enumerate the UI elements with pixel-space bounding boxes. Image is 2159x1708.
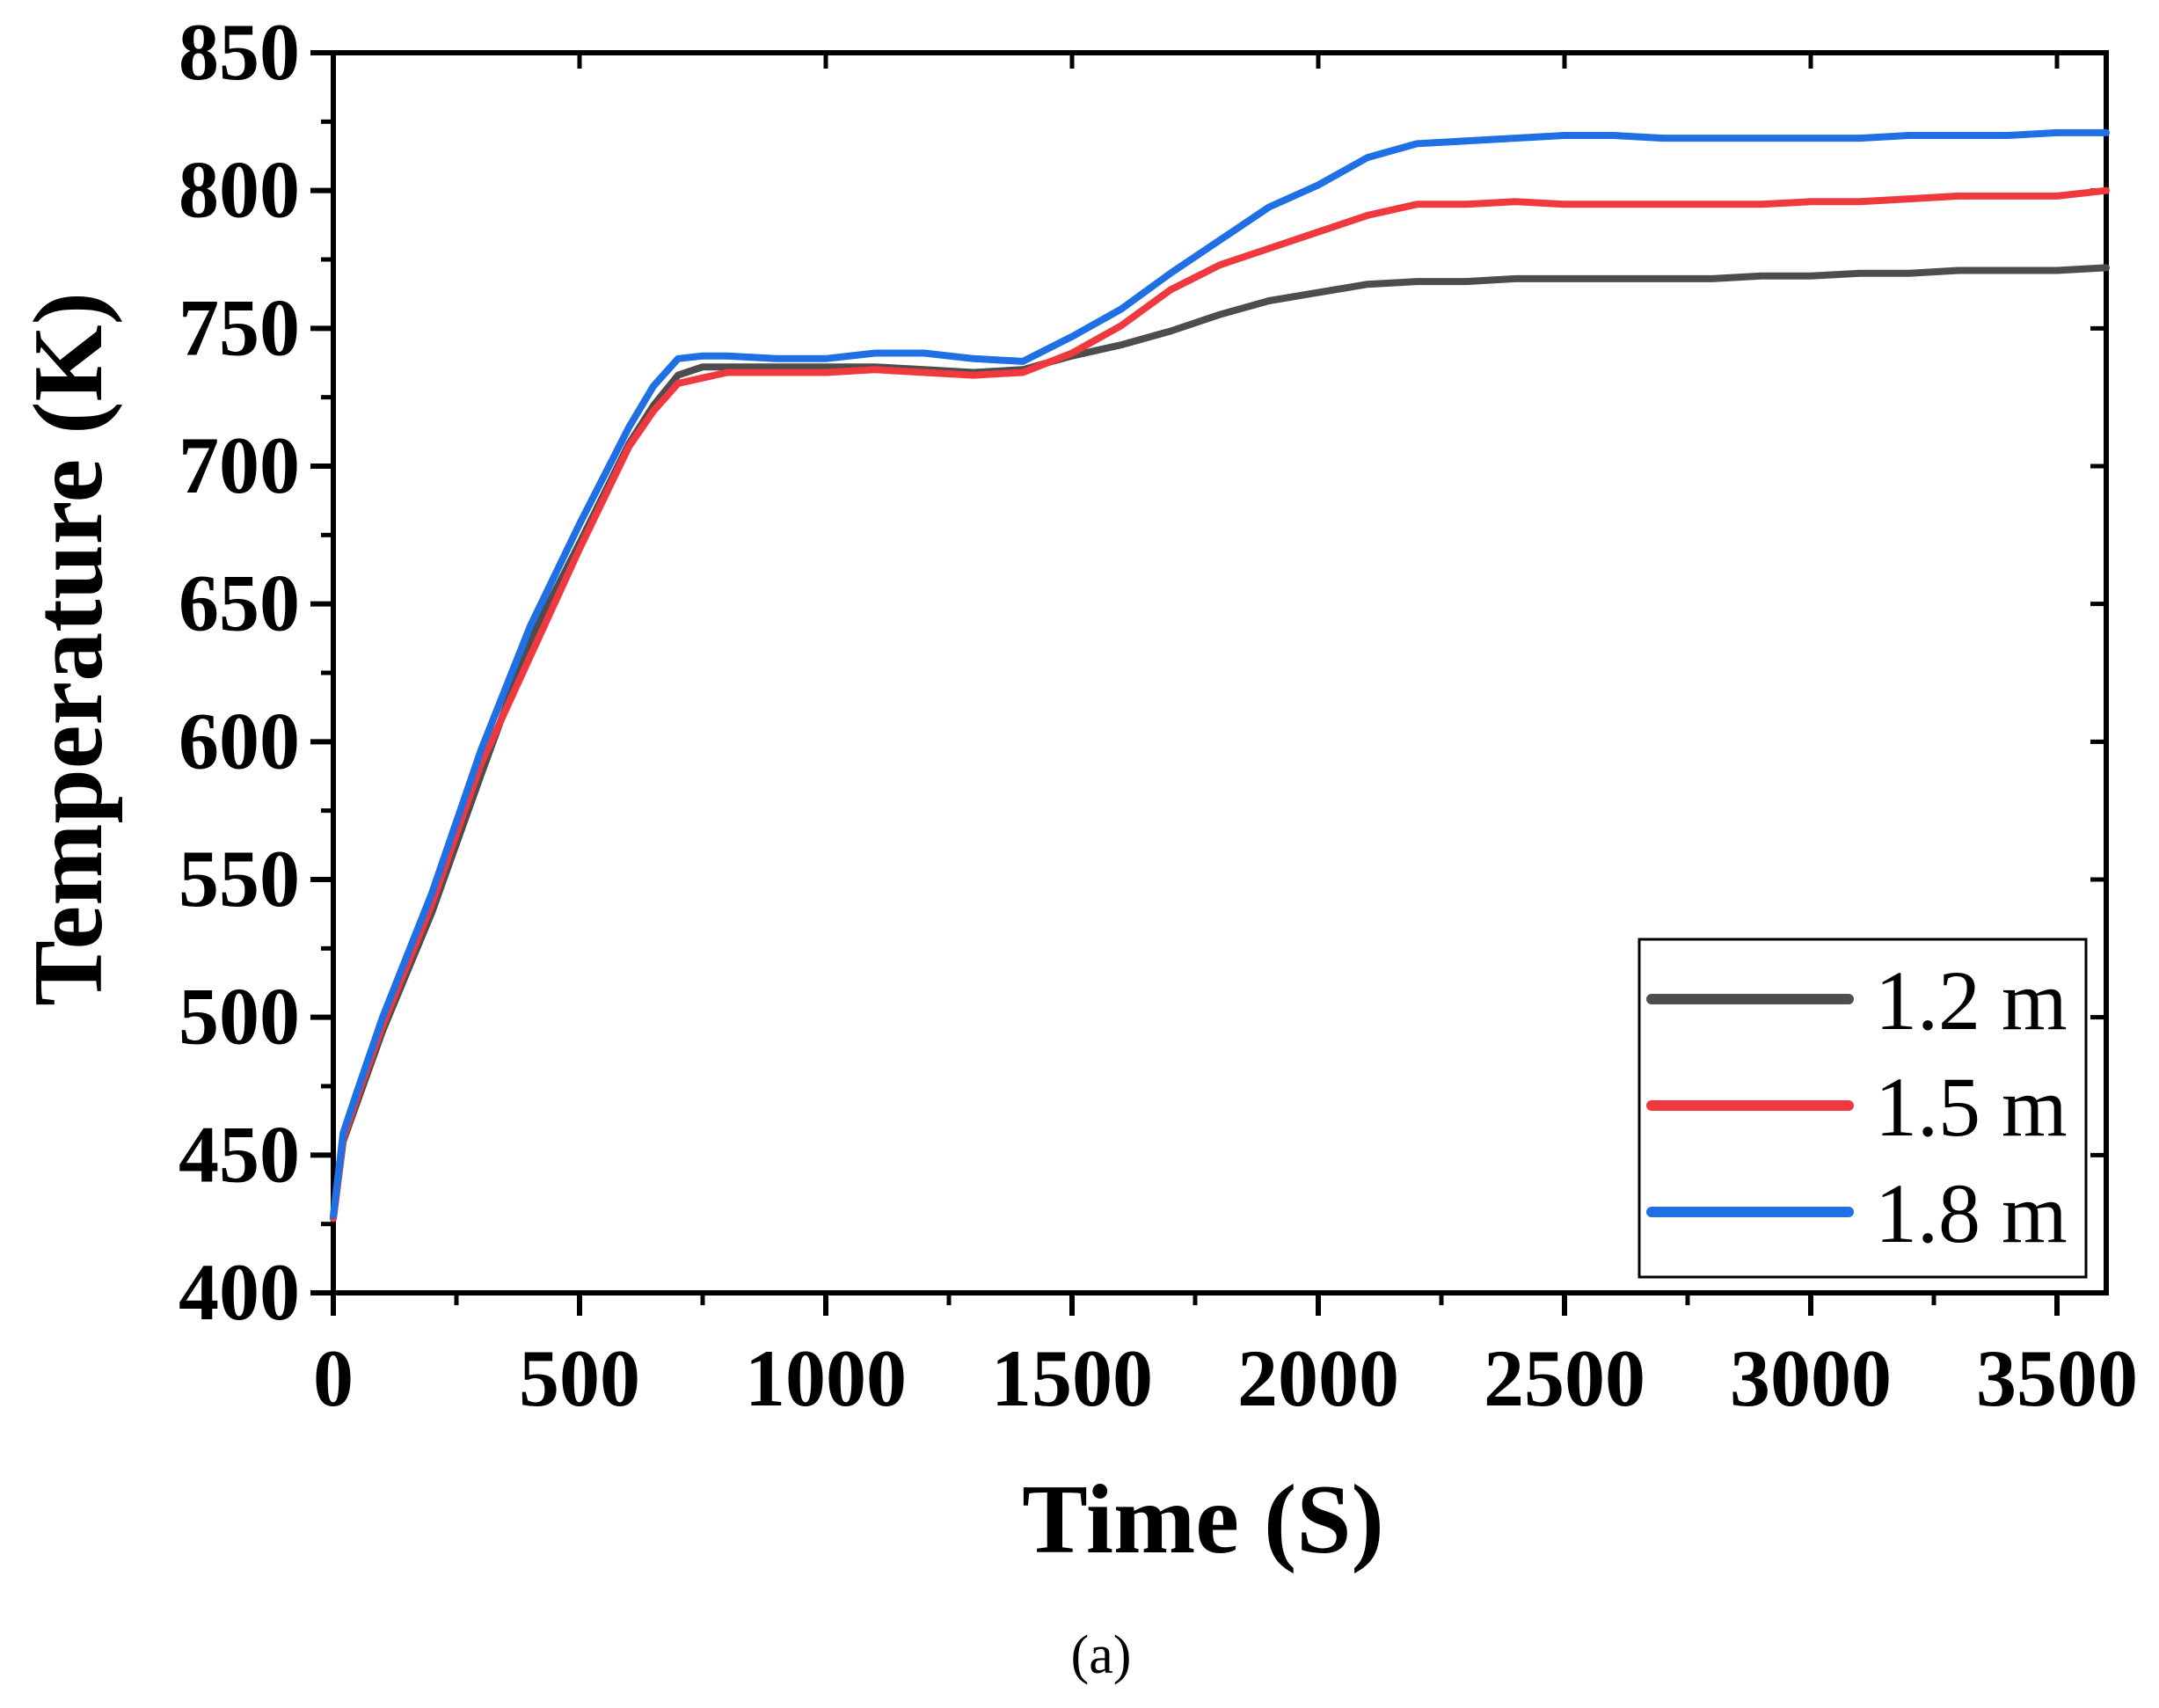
legend: 1.2 m 1.5 m 1.8 m bbox=[1637, 938, 2088, 1279]
y-tick-label: 550 bbox=[179, 834, 300, 923]
y-tick-label: 800 bbox=[179, 145, 300, 235]
legend-label: 1.5 m bbox=[1875, 1060, 2068, 1154]
x-tick-label: 3000 bbox=[1730, 1333, 1892, 1423]
y-tick-label: 850 bbox=[179, 7, 300, 97]
x-tick-label: 2500 bbox=[1484, 1333, 1645, 1423]
y-tick-label: 600 bbox=[179, 696, 300, 785]
y-tick-label: 500 bbox=[179, 972, 300, 1062]
legend-label: 1.8 m bbox=[1875, 1166, 2068, 1260]
y-tick-label: 700 bbox=[179, 420, 300, 510]
x-tick-label: 1500 bbox=[991, 1333, 1153, 1423]
x-axis-label: Time (S) bbox=[1022, 1465, 1384, 1574]
series-layer bbox=[330, 128, 2110, 1223]
figure-caption: (a) bbox=[1071, 1625, 1132, 1685]
x-axis: 0 500 1000 1500 2000 2500 3000 3500 bbox=[313, 53, 2138, 1423]
series-line-1-2-m bbox=[330, 264, 2110, 1223]
x-tick-label: 0 bbox=[313, 1333, 354, 1423]
y-axis-label: Temperature (K) bbox=[14, 292, 123, 1006]
x-tick-label: 3500 bbox=[1976, 1333, 2138, 1423]
x-tick-label: 500 bbox=[519, 1333, 640, 1423]
x-tick-label: 1000 bbox=[745, 1333, 907, 1423]
y-axis: 400 450 500 550 600 650 700 750 800 850 bbox=[179, 7, 2106, 1337]
y-tick-label: 400 bbox=[179, 1247, 300, 1337]
y-tick-label: 650 bbox=[179, 558, 300, 648]
legend-label: 1.2 m bbox=[1875, 953, 2068, 1047]
y-tick-label: 450 bbox=[179, 1109, 300, 1199]
y-tick-label: 750 bbox=[179, 282, 300, 372]
series-line-1-8-m bbox=[330, 128, 2110, 1220]
x-tick-label: 2000 bbox=[1237, 1333, 1399, 1423]
series-line-1-5-m bbox=[330, 186, 2110, 1223]
